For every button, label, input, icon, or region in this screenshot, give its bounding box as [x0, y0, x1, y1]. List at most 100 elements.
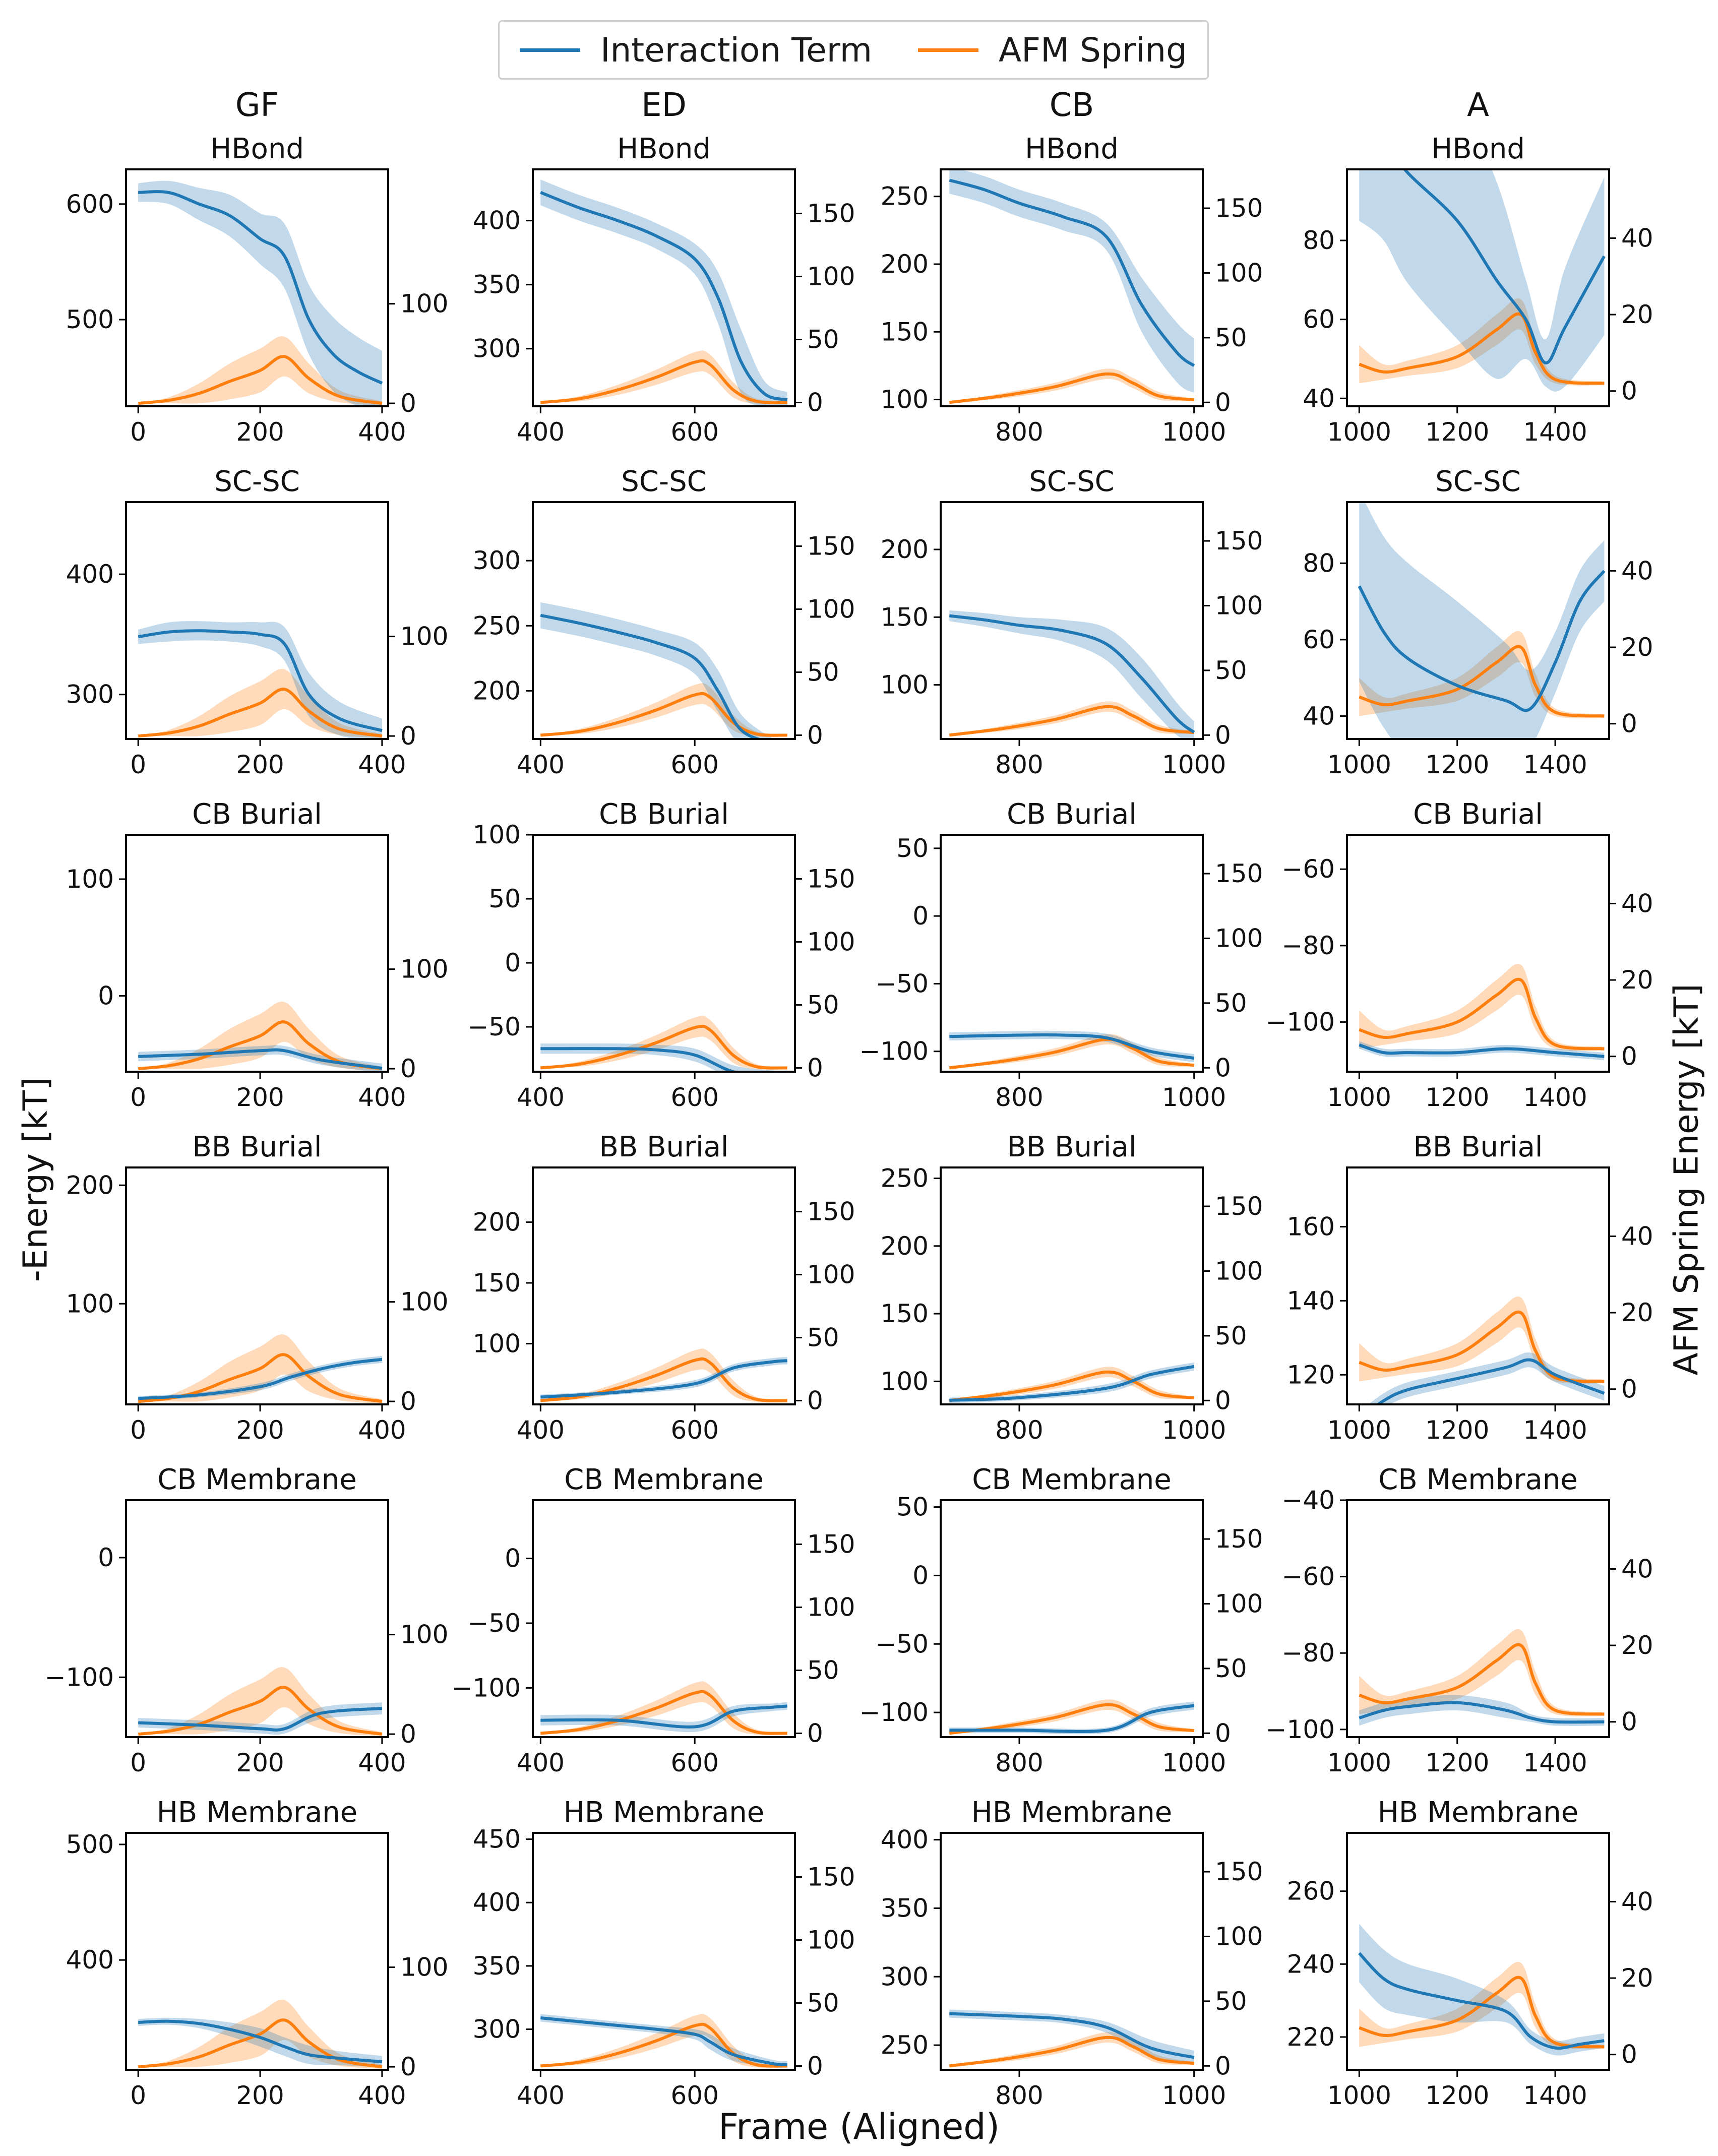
panel-plot-area	[1359, 1296, 1605, 1404]
right-y-tick-label: 150	[1215, 194, 1263, 223]
interaction-term-band	[1359, 1695, 1605, 1726]
afm-spring-band	[540, 2014, 787, 2068]
right-y-tick-label: 100	[807, 1260, 855, 1289]
panel-plot-area	[138, 1002, 383, 1072]
y-tick-label: 40	[1303, 384, 1335, 413]
interaction-term-band	[540, 2014, 787, 2069]
right-y-tick-label: 150	[1215, 1857, 1263, 1886]
x-tick-label: 400	[517, 2081, 565, 2110]
x-tick-label: 0	[130, 750, 146, 779]
panel-title: CB Burial	[1007, 798, 1137, 831]
afm-spring-line	[949, 1370, 1195, 1402]
y-tick-label: 0	[98, 1543, 114, 1572]
panel-plot-area	[949, 610, 1195, 739]
y-tick-label: −100	[860, 1037, 929, 1066]
afm-spring-line	[540, 359, 787, 404]
panel-title: HB Membrane	[157, 1796, 357, 1829]
left-y-axis-label: -Energy [kT]	[16, 1077, 55, 1282]
panel-title: BB Burial	[1007, 1131, 1136, 1163]
right-y-tick-label: 150	[1215, 1524, 1263, 1554]
y-tick-label: 120	[1287, 1360, 1335, 1389]
y-tick-label: −50	[467, 1012, 521, 1041]
right-y-tick-label: 0	[1215, 2051, 1231, 2080]
right-y-tick-label: 0	[1215, 1386, 1231, 1415]
x-tick-label: 1000	[1162, 1415, 1226, 1445]
x-tick-label: 600	[670, 750, 718, 779]
panel-title: CB Membrane	[157, 1463, 356, 1496]
panel-ed-hbond: HBond 400 600 300 350 400 0 50 100 150	[473, 133, 855, 447]
right-y-tick-label: 0	[1215, 1718, 1231, 1748]
right-y-tick-label: 20	[1621, 300, 1653, 329]
panel-plot-area	[949, 169, 1195, 404]
panel-frame	[532, 1166, 796, 1405]
x-tick-label: 400	[517, 750, 565, 779]
y-tick-label: 150	[881, 317, 929, 346]
right-y-tick-label: 100	[1215, 1256, 1263, 1285]
x-tick-label: 400	[358, 1415, 406, 1445]
panel-a-cb-burial: CB Burial 1000 1200 1400 −100 −80 −60 0 20 40	[1266, 798, 1653, 1112]
right-y-tick-label: 100	[400, 1287, 448, 1317]
x-tick-label: 600	[670, 1083, 718, 1112]
x-tick-label: 400	[517, 417, 565, 447]
right-y-tick-label: 50	[807, 1656, 839, 1685]
x-tick-label: 400	[358, 2081, 406, 2110]
x-tick-label: 400	[358, 750, 406, 779]
x-tick-label: 1200	[1425, 1083, 1489, 1112]
x-tick-label: 1200	[1425, 2081, 1489, 2110]
right-y-tick-label: 50	[1215, 656, 1247, 685]
right-y-tick-label: 40	[1621, 1887, 1653, 1916]
afm-spring-line	[1359, 645, 1605, 718]
interaction-term-line	[138, 1707, 383, 1732]
y-tick-label: 240	[1287, 1949, 1335, 1979]
x-tick-label: 400	[358, 1748, 406, 1777]
interaction-term-line	[540, 1047, 741, 1072]
right-y-tick-label: 0	[807, 1719, 823, 1748]
right-y-tick-label: 100	[1215, 1589, 1263, 1618]
panel-cb-cb-membrane: CB Membrane 800 1000 −100 −50 0 50 0 50 100 150	[860, 1463, 1263, 1777]
y-tick-label: 300	[66, 680, 114, 709]
afm-spring-line	[540, 692, 787, 737]
y-tick-label: 150	[881, 602, 929, 632]
y-tick-label: 400	[66, 560, 114, 589]
x-tick-label: 1000	[1327, 750, 1391, 779]
y-tick-label: 150	[473, 1268, 521, 1298]
y-tick-label: 80	[1303, 226, 1335, 255]
y-tick-label: −40	[1281, 1486, 1335, 1515]
panel-frame	[1346, 1499, 1610, 1738]
panel-title: HBond	[1025, 133, 1119, 165]
x-tick-label: 1000	[1327, 1748, 1391, 1777]
y-tick-label: 100	[473, 820, 521, 849]
right-y-tick-label: 0	[1621, 377, 1637, 406]
panel-title: HB Membrane	[971, 1796, 1172, 1829]
panel-plot-area	[138, 2000, 383, 2069]
right-y-tick-label: 100	[807, 1926, 855, 1955]
right-y-tick-label: 150	[807, 865, 855, 894]
x-tick-label: 1000	[1162, 750, 1226, 779]
right-y-tick-label: 20	[1621, 1963, 1653, 1993]
panel-plot-area	[1359, 963, 1605, 1061]
panel-ed-sc-sc: SC-SC 400 600 200 250 300 0 50 100 150	[473, 465, 855, 779]
right-y-tick-label: 50	[1215, 323, 1247, 352]
y-tick-label: 300	[473, 334, 521, 363]
y-tick-label: −100	[860, 1698, 929, 1727]
right-y-tick-label: 0	[400, 389, 416, 418]
right-y-tick-label: 20	[1621, 1298, 1653, 1327]
column-header-cb: CB	[1049, 87, 1094, 124]
interaction-term-band	[949, 610, 1194, 739]
afm-spring-line	[1359, 1643, 1605, 1716]
panel-plot-area	[949, 2009, 1195, 2068]
panel-frame	[940, 168, 1204, 407]
x-tick-label: 0	[130, 417, 146, 447]
y-tick-label: −50	[875, 1629, 929, 1658]
interaction-term-line	[138, 1048, 383, 1070]
panel-a-cb-membrane: CB Membrane 1000 1200 1400 −100 −80 −60 −40 0 20 4…	[1266, 1463, 1653, 1777]
right-y-tick-label: 20	[1621, 633, 1653, 662]
panel-gf-hbond: HBond 0 200 400 500 600 0 100	[66, 133, 449, 447]
right-y-tick-label: 100	[807, 262, 855, 291]
x-tick-label: 200	[236, 1083, 284, 1112]
y-tick-label: −100	[1266, 1007, 1335, 1036]
right-y-tick-label: 100	[1215, 1922, 1263, 1951]
right-y-tick-label: 50	[807, 325, 839, 354]
interaction-term-line	[540, 613, 764, 739]
